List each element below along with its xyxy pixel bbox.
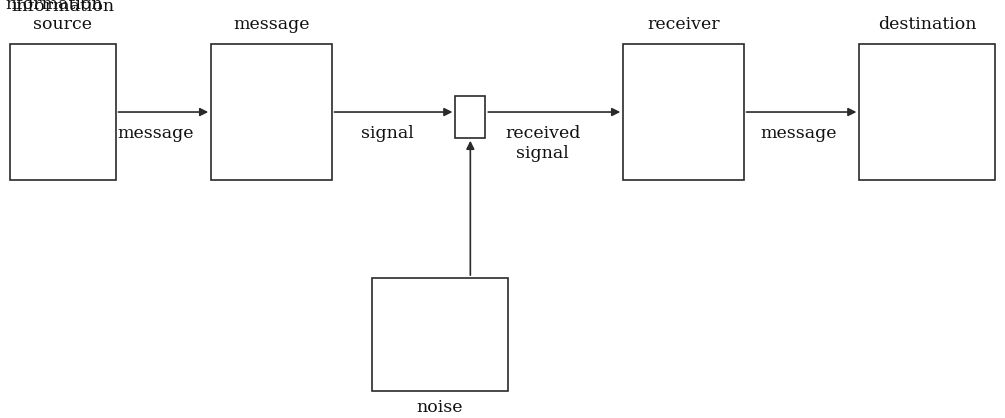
Bar: [372, 278, 508, 391]
Text: message: message: [761, 125, 837, 143]
Bar: [623, 44, 744, 180]
Text: message: message: [233, 16, 310, 33]
Text: information: information: [11, 0, 115, 15]
Text: received
signal: received signal: [506, 125, 581, 162]
Text: noise: noise: [416, 399, 463, 416]
Text: nformation: nformation: [5, 0, 103, 13]
Text: signal: signal: [361, 125, 413, 143]
Text: message: message: [118, 125, 194, 143]
Text: destination: destination: [877, 16, 977, 33]
Text: source: source: [33, 16, 92, 33]
Bar: [211, 44, 332, 180]
Bar: [10, 44, 116, 180]
Text: receiver: receiver: [647, 16, 720, 33]
Bar: [455, 96, 485, 138]
Bar: [859, 44, 995, 180]
